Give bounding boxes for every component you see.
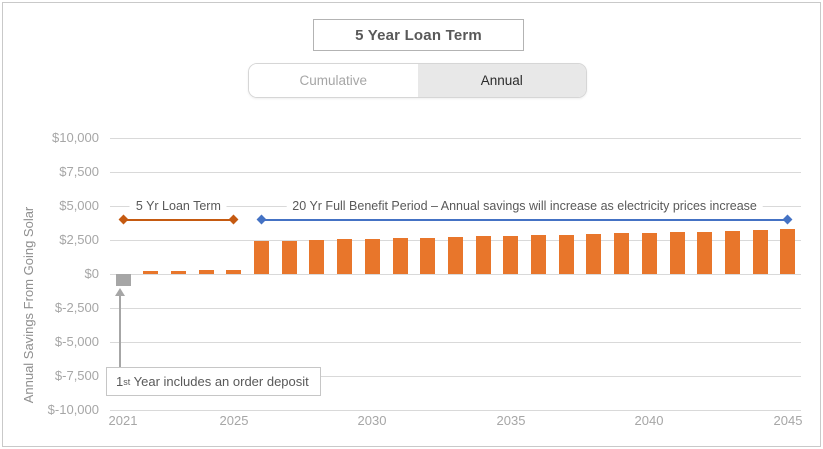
chart-title-box: 5 Year Loan Term — [313, 19, 524, 51]
bar-2045 — [780, 229, 796, 274]
loan-term-label: 5 Yr Loan Term — [129, 197, 227, 216]
toggle-option-annual[interactable]: Annual — [417, 64, 586, 97]
y-tick-label: $-2,500 — [54, 300, 99, 315]
bar-2037 — [558, 234, 574, 274]
bar-2024 — [198, 270, 214, 274]
bar-2032 — [420, 237, 436, 274]
bar-2022 — [143, 271, 159, 274]
gridline — [110, 410, 801, 411]
gridline — [110, 138, 801, 139]
y-tick-label: $-5,000 — [54, 334, 99, 349]
x-tick-label: 2040 — [634, 413, 664, 428]
deposit-note-prefix: 1 — [116, 374, 124, 389]
x-tick-label: 2035 — [496, 413, 526, 428]
bar-2034 — [475, 236, 491, 274]
y-tick-label: $10,000 — [52, 130, 99, 145]
y-tick-label: $2,500 — [59, 232, 99, 247]
y-tick-label: $-10,000 — [47, 402, 99, 417]
bar-2042 — [697, 231, 713, 274]
bar-2025 — [226, 269, 242, 274]
bar-2038 — [586, 234, 602, 274]
bar-2029 — [337, 239, 353, 274]
chart-title: 5 Year Loan Term — [355, 26, 482, 44]
loan-term-diamond-marker — [118, 214, 128, 225]
benefit-period-diamond-marker — [782, 214, 793, 225]
bar-2036 — [531, 235, 546, 274]
bar-2040 — [641, 232, 657, 274]
note-arrow-head-icon — [115, 288, 125, 296]
view-toggle: Cumulative Annual — [248, 63, 587, 98]
x-tick-label: 2021 — [108, 413, 138, 428]
bar-2044 — [752, 230, 768, 274]
bar-2027 — [281, 240, 297, 274]
benefit-period-diamond-marker — [256, 214, 267, 225]
gridline — [110, 376, 801, 377]
bar-2026 — [254, 241, 269, 274]
x-tick-label: 2025 — [219, 413, 249, 428]
bar-2030 — [364, 238, 380, 274]
y-tick-label: $5,000 — [59, 198, 99, 213]
y-tick-label: $-7,500 — [54, 368, 99, 383]
bar-2043 — [724, 230, 740, 274]
note-arrow-line — [119, 296, 121, 367]
deposit-note-text: Year includes an order deposit — [130, 374, 309, 389]
bar-2041 — [669, 232, 685, 274]
bar-2039 — [614, 233, 630, 274]
bar-2031 — [392, 238, 408, 274]
y-tick-label: $7,500 — [59, 164, 99, 179]
y-tick-label: $0 — [84, 266, 99, 281]
x-tick-label: 2045 — [773, 413, 803, 428]
bar-2021 — [115, 274, 131, 287]
bar-2035 — [503, 235, 519, 274]
toggle-option-cumulative[interactable]: Cumulative — [249, 64, 418, 97]
bar-2033 — [447, 237, 463, 274]
bar-2028 — [309, 240, 325, 274]
gridline — [110, 342, 801, 343]
loan-term-diamond-marker — [228, 214, 239, 225]
gridline — [110, 172, 801, 173]
gridline — [110, 308, 801, 309]
benefit-period-line — [261, 218, 788, 221]
loan-term-line — [123, 218, 234, 221]
gridline — [110, 274, 801, 275]
bar-2023 — [170, 270, 186, 274]
benefit-period-label: 20 Yr Full Benefit Period – Annual savin… — [286, 197, 763, 216]
x-tick-label: 2030 — [357, 413, 387, 428]
